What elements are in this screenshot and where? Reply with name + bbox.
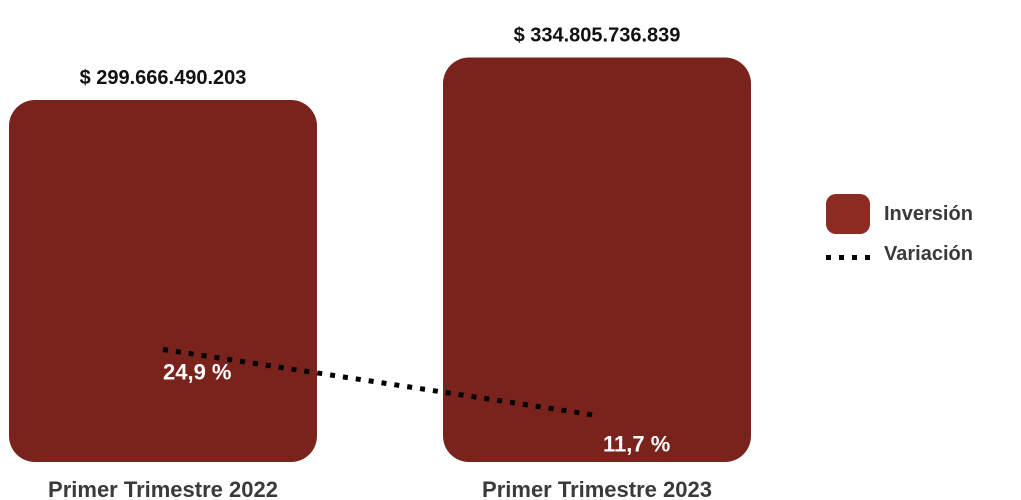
variation-label-1: 24,9 % [163,360,232,385]
category-label-1: Primer Trimestre 2022 [48,477,278,500]
bar-value-label-2: $ 334.805.736.839 [514,25,681,47]
legend: Inversión Variación [826,194,973,274]
bar-1 [9,100,317,462]
variation-label-2: 11,7 % [603,432,670,457]
bar-swatch-icon [826,194,870,234]
legend-label-inversion: Inversión [884,202,973,225]
bar-2 [443,57,751,462]
legend-item-variacion: Variación [826,234,973,274]
category-label-2: Primer Trimestre 2023 [482,477,712,500]
legend-item-inversion: Inversión [826,194,973,234]
bar-value-label-1: $ 299.666.490.203 [80,67,247,89]
dotted-line-icon [826,244,870,264]
legend-label-variacion: Variación [884,242,973,265]
variation-line [162,347,598,418]
